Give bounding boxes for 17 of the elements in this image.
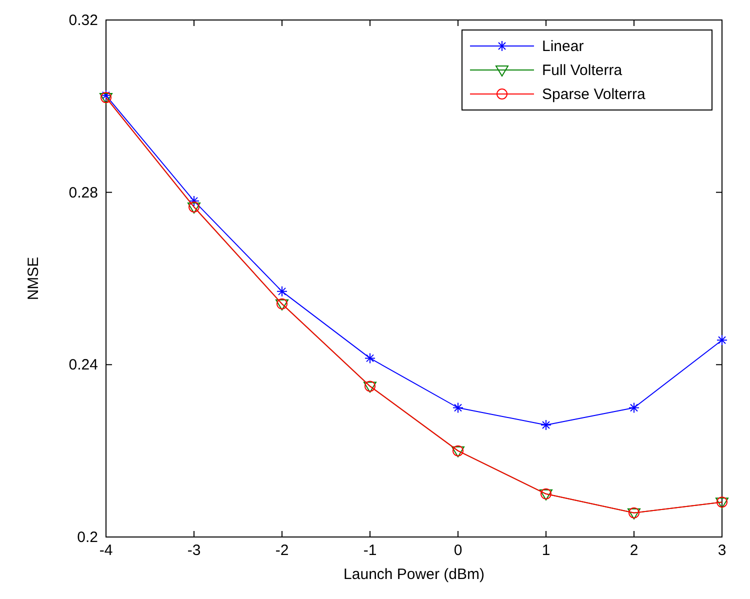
x-axis-title: Launch Power (dBm): [344, 566, 484, 583]
y-axis-title: NMSE: [25, 256, 42, 300]
x-tick-label: 2: [630, 542, 638, 559]
x-tick-label: -2: [275, 542, 289, 559]
y-tick-label: 0.24: [68, 356, 98, 374]
legend-label: Sparse Volterra: [542, 86, 646, 103]
x-tick-label: -1: [363, 542, 377, 559]
x-tick-label: -3: [187, 542, 201, 559]
x-tick-label: 1: [542, 542, 550, 559]
y-tick-label: 0.32: [68, 12, 98, 29]
x-tick-label: -4: [99, 542, 113, 559]
y-tick-label: 0.28: [68, 184, 98, 202]
x-tick-label: 0: [454, 542, 462, 559]
legend-label: Linear: [542, 38, 584, 55]
legend-label: Full Volterra: [542, 62, 623, 79]
x-tick-label: 3: [718, 542, 726, 559]
y-tick-label: 0.2: [77, 529, 98, 546]
